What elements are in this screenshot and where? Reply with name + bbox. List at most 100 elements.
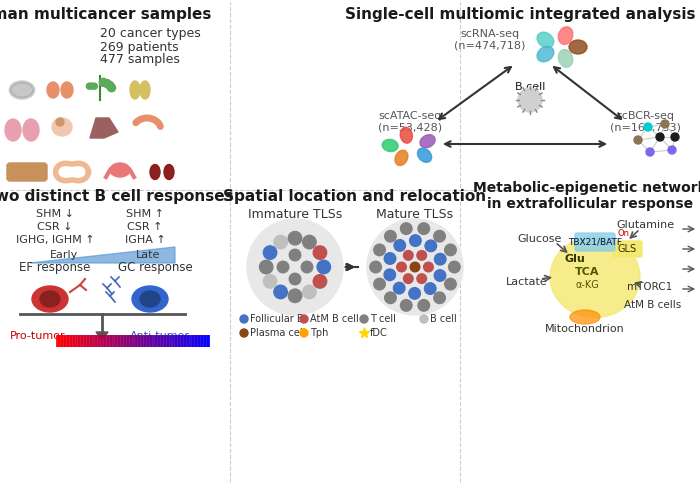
Text: TBX21/BATF: TBX21/BATF <box>568 238 622 246</box>
Bar <box>119 335 120 347</box>
Text: AtM B cell: AtM B cell <box>310 314 358 324</box>
Ellipse shape <box>559 50 573 67</box>
Text: Single-cell multiomic integrated analysis: Single-cell multiomic integrated analysi… <box>344 6 695 22</box>
Bar <box>113 335 115 347</box>
Bar <box>71 335 73 347</box>
Circle shape <box>634 136 642 144</box>
Circle shape <box>400 300 412 311</box>
Text: Follicular B: Follicular B <box>250 314 304 324</box>
Text: Glucose: Glucose <box>518 234 562 244</box>
Ellipse shape <box>130 81 140 99</box>
Bar <box>124 335 125 347</box>
Circle shape <box>518 88 542 112</box>
Bar <box>186 335 187 347</box>
Bar <box>182 335 184 347</box>
Bar <box>57 335 59 347</box>
Circle shape <box>92 83 97 89</box>
Bar <box>150 335 151 347</box>
Bar <box>94 335 96 347</box>
Circle shape <box>263 275 276 288</box>
Bar <box>65 335 66 347</box>
Circle shape <box>425 240 437 251</box>
Ellipse shape <box>382 139 398 152</box>
Bar <box>161 335 162 347</box>
Bar <box>130 335 132 347</box>
Bar <box>99 335 101 347</box>
Bar <box>87 335 88 347</box>
Bar <box>162 335 164 347</box>
Bar <box>202 335 204 347</box>
Bar <box>88 335 90 347</box>
Text: GC response: GC response <box>118 262 192 275</box>
Circle shape <box>300 315 308 323</box>
Ellipse shape <box>9 81 34 99</box>
Bar <box>139 335 141 347</box>
Ellipse shape <box>47 82 59 98</box>
Bar <box>104 335 105 347</box>
Bar <box>159 335 161 347</box>
Circle shape <box>385 230 396 242</box>
Bar <box>122 335 124 347</box>
Circle shape <box>417 250 426 260</box>
Text: Metabolic-epigenetic network
in extrafollicular response: Metabolic-epigenetic network in extrafol… <box>473 181 700 211</box>
Circle shape <box>240 315 248 323</box>
Text: Glu: Glu <box>565 254 585 264</box>
Text: mTORC1: mTORC1 <box>627 282 673 292</box>
Circle shape <box>106 81 114 90</box>
Bar <box>107 335 108 347</box>
Text: T cell: T cell <box>370 314 396 324</box>
Ellipse shape <box>132 286 168 312</box>
Bar <box>101 335 102 347</box>
Bar <box>165 335 167 347</box>
Circle shape <box>409 288 421 299</box>
Circle shape <box>300 329 308 337</box>
Circle shape <box>277 261 289 273</box>
Bar <box>188 335 190 347</box>
Circle shape <box>240 329 248 337</box>
Ellipse shape <box>395 150 408 165</box>
Bar <box>148 335 150 347</box>
Bar <box>192 335 193 347</box>
Ellipse shape <box>52 118 72 136</box>
Text: Early: Early <box>50 250 78 260</box>
Bar <box>80 335 82 347</box>
Text: AtM B cells: AtM B cells <box>624 300 682 310</box>
Text: SHM ↑: SHM ↑ <box>126 209 164 219</box>
Circle shape <box>302 235 316 249</box>
Circle shape <box>417 274 426 283</box>
Circle shape <box>370 261 382 273</box>
Bar <box>93 335 95 347</box>
Bar <box>136 335 138 347</box>
Text: Anti-tumor: Anti-tumor <box>130 331 190 341</box>
Text: GLS: GLS <box>617 244 636 254</box>
Circle shape <box>434 292 445 304</box>
Text: Plasma cell: Plasma cell <box>250 328 305 338</box>
Circle shape <box>384 269 395 280</box>
Circle shape <box>374 244 385 256</box>
FancyBboxPatch shape <box>575 233 615 251</box>
Bar <box>110 335 111 347</box>
Bar <box>146 335 147 347</box>
Circle shape <box>313 275 327 288</box>
Bar <box>59 335 61 347</box>
Polygon shape <box>90 118 118 138</box>
Bar <box>201 335 202 347</box>
Text: IGHA ↑: IGHA ↑ <box>125 235 165 245</box>
Circle shape <box>313 246 327 259</box>
Bar <box>158 335 159 347</box>
Bar <box>96 335 97 347</box>
Bar <box>116 335 118 347</box>
Circle shape <box>56 118 64 126</box>
Bar <box>195 335 196 347</box>
Bar <box>118 335 119 347</box>
Bar <box>97 335 99 347</box>
Circle shape <box>302 285 316 299</box>
Bar <box>74 335 76 347</box>
Circle shape <box>410 235 421 246</box>
Circle shape <box>403 250 413 260</box>
Text: scBCR-seq
(n=166,733): scBCR-seq (n=166,733) <box>610 111 680 133</box>
Text: 20 cancer types: 20 cancer types <box>100 28 201 40</box>
Circle shape <box>288 231 302 245</box>
Bar <box>172 335 173 347</box>
Bar <box>79 335 81 347</box>
